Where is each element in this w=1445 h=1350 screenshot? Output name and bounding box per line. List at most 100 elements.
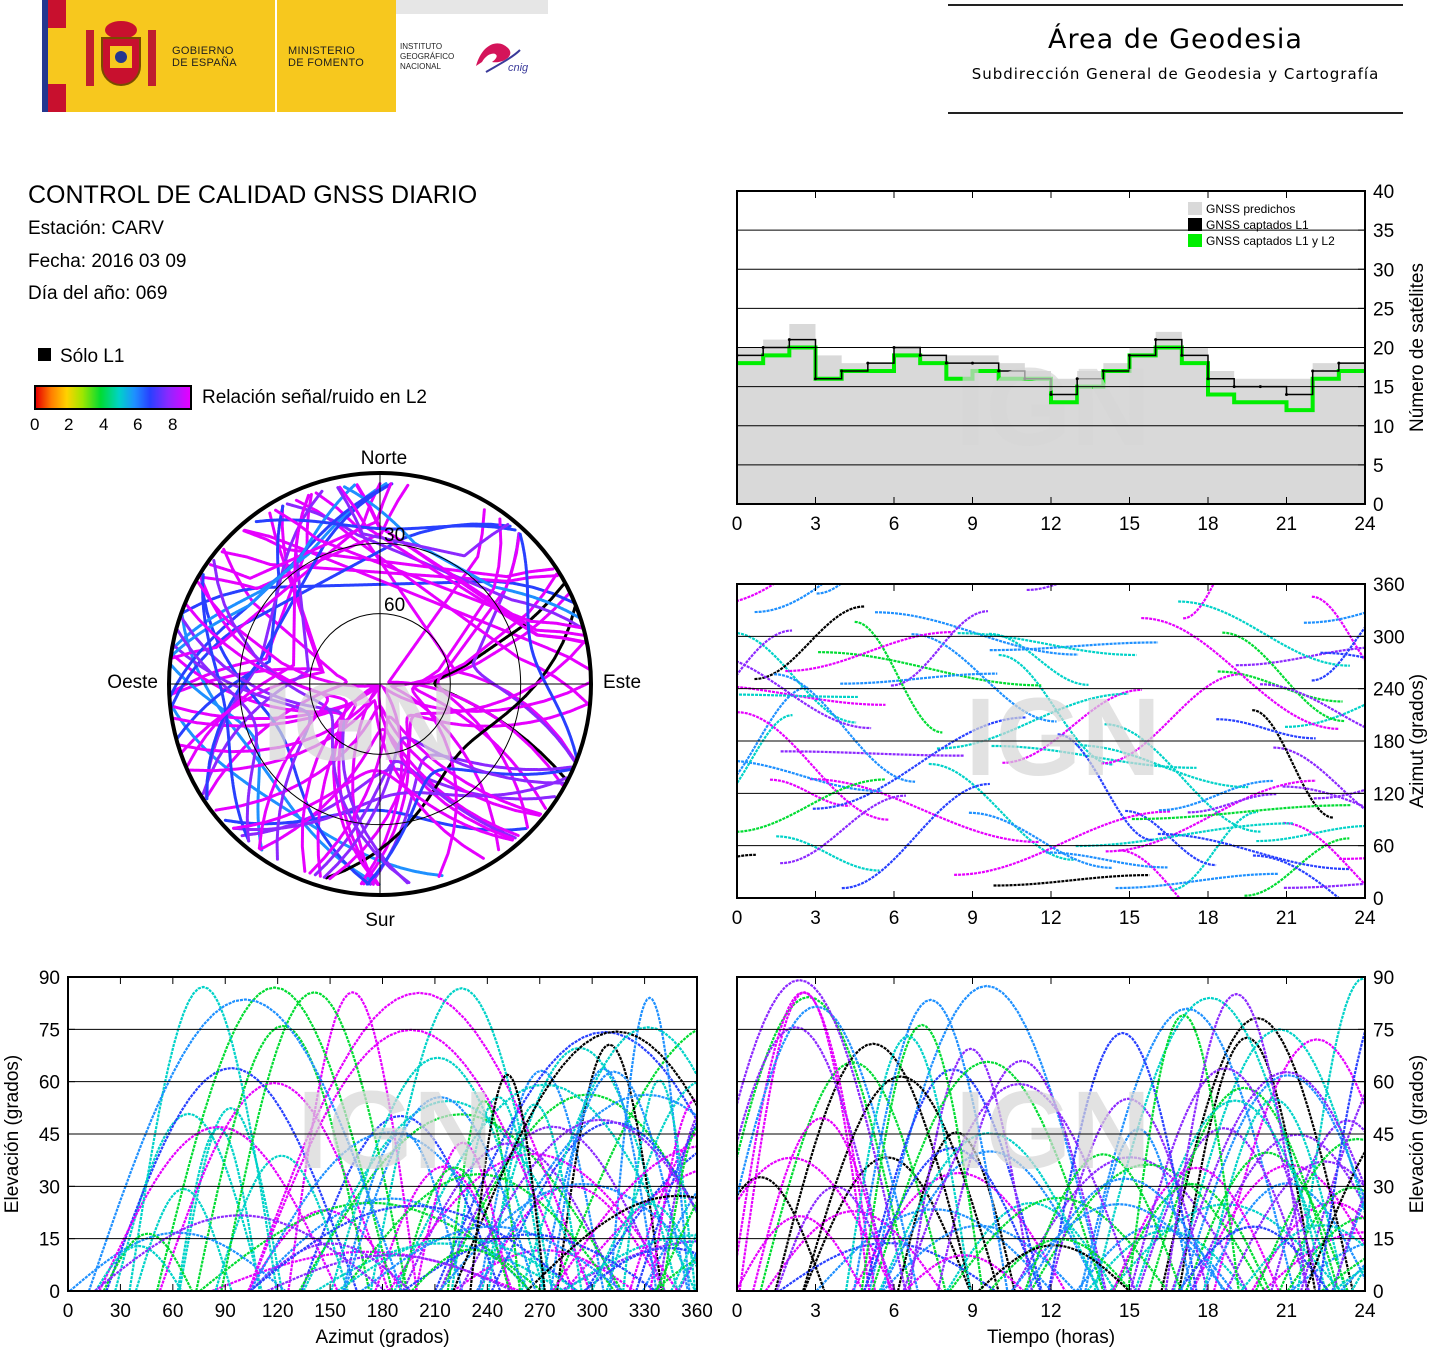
track (249, 1131, 530, 1291)
flag-stripe (48, 0, 66, 112)
elev_time-xtick-label: 21 (1276, 1301, 1297, 1322)
elev_time-ytick-label: 45 (1373, 1125, 1394, 1146)
track (551, 1145, 697, 1291)
track (1183, 584, 1215, 620)
elev_time-xtick-label: 15 (1119, 1301, 1140, 1322)
series-l1-point (1311, 369, 1315, 373)
snr-tick: 2 (64, 415, 74, 434)
azimuth_time-xtick-label: 15 (1119, 908, 1140, 929)
track (737, 584, 776, 603)
skyplot-track (169, 482, 382, 660)
series-l1-point (1101, 369, 1105, 373)
track (948, 1196, 1169, 1291)
track (411, 1248, 532, 1291)
track (1282, 785, 1365, 809)
elev_time-xtick-label: 18 (1197, 1301, 1218, 1322)
track (393, 1083, 697, 1291)
skyplot-track (285, 502, 585, 630)
track (315, 1242, 565, 1291)
track (1178, 1036, 1317, 1291)
track (1137, 1127, 1310, 1291)
track (287, 991, 418, 1291)
track (452, 1030, 697, 1291)
elev_time-xtick-label: 0 (732, 1301, 743, 1322)
track (1296, 977, 1365, 1291)
snr-colorbar (34, 385, 192, 410)
satellites-panel: IGN 0 5 10 15 20 25 30 35 40 0 3 6 9 12 15 18 21 24 Número … (732, 182, 1428, 535)
track (737, 1005, 919, 1291)
snr-tick: 6 (133, 415, 143, 434)
track (343, 1095, 537, 1291)
track (360, 1225, 624, 1291)
skyplot-track (342, 485, 581, 620)
elev_azimuth-xtick-label: 0 (63, 1301, 74, 1322)
track (1311, 595, 1365, 663)
date-label: Fecha: 2016 03 09 (28, 251, 187, 272)
track (1283, 882, 1365, 889)
track (1216, 718, 1316, 740)
coat-of-arms-icon (80, 14, 162, 96)
series-l1-point (1180, 353, 1184, 357)
series-l1-point (866, 361, 870, 365)
elev_azimuth-panel: IGN 0 15 30 45 60 75 90 0 30 60 90 120 150 180 210 240 27… (2, 968, 713, 1348)
track (388, 1152, 679, 1291)
skyplot-east-label: Este (603, 672, 641, 693)
track (538, 1070, 689, 1291)
snr-colorbar-label: Relación señal/ruido en L2 (202, 387, 427, 408)
track (155, 986, 394, 1291)
series-l1l2-point (944, 377, 948, 381)
area-subtitle: Subdirección General de Geodesia y Carto… (971, 65, 1380, 83)
snr-tick: 4 (99, 415, 109, 434)
azimuth_time-ytick-label: 180 (1373, 732, 1405, 753)
satellites-ytick-label: 35 (1373, 221, 1394, 242)
track (249, 1242, 412, 1291)
snr-tick: 0 (30, 415, 40, 434)
elev_time-ytick-label: 75 (1373, 1020, 1394, 1041)
track (1045, 851, 1168, 869)
track (1023, 1153, 1183, 1291)
azimuth_time-ytick-label: 120 (1373, 784, 1405, 805)
track (737, 778, 886, 833)
station-label: Estación: CARV (28, 218, 164, 239)
track (809, 778, 1039, 844)
satellites-ytick-label: 30 (1373, 260, 1394, 281)
track (1100, 673, 1242, 765)
track (993, 873, 1150, 887)
series-l1-point (1023, 377, 1027, 381)
ign-panel (396, 14, 548, 112)
ign-line3: NACIONAL (400, 62, 441, 71)
track (622, 1079, 697, 1291)
track (1190, 1133, 1365, 1291)
elev_azimuth-ytick-label: 45 (39, 1125, 60, 1146)
track (737, 1176, 826, 1291)
skyplot-track (185, 493, 311, 768)
elev_azimuth-xtick-label: 90 (215, 1301, 236, 1322)
track (1260, 683, 1365, 729)
azimuth_time-xtick-label: 0 (732, 908, 743, 929)
elev_azimuth-xtick-label: 360 (681, 1301, 713, 1322)
satellites-ytick-label: 0 (1373, 495, 1384, 516)
skyplot-track (308, 715, 543, 875)
series-l1-point (918, 353, 922, 357)
track (98, 1125, 339, 1291)
track (1254, 1137, 1365, 1291)
elev_time-ytick-label: 0 (1373, 1282, 1384, 1303)
track (1141, 616, 1340, 730)
series-l1-point (971, 361, 974, 365)
skyplot-border (167, 471, 593, 897)
track (737, 995, 912, 1291)
track (559, 1240, 697, 1291)
elev_time-ylabel: Elevación (grados) (1407, 1055, 1428, 1213)
satellites-ytick-label: 40 (1373, 182, 1394, 203)
skyplot-track (365, 767, 573, 886)
track (102, 1232, 193, 1291)
track (818, 651, 1042, 687)
series-l1-point (1206, 377, 1210, 381)
ign-line2: GEOGRÁFICO (400, 52, 455, 61)
skyplot-track (208, 482, 393, 580)
satellites-xtick-label: 21 (1276, 514, 1297, 535)
azimuth_time-ytick-label: 240 (1373, 680, 1405, 701)
track (657, 1113, 697, 1291)
track (1048, 1097, 1209, 1291)
track (549, 1067, 658, 1291)
